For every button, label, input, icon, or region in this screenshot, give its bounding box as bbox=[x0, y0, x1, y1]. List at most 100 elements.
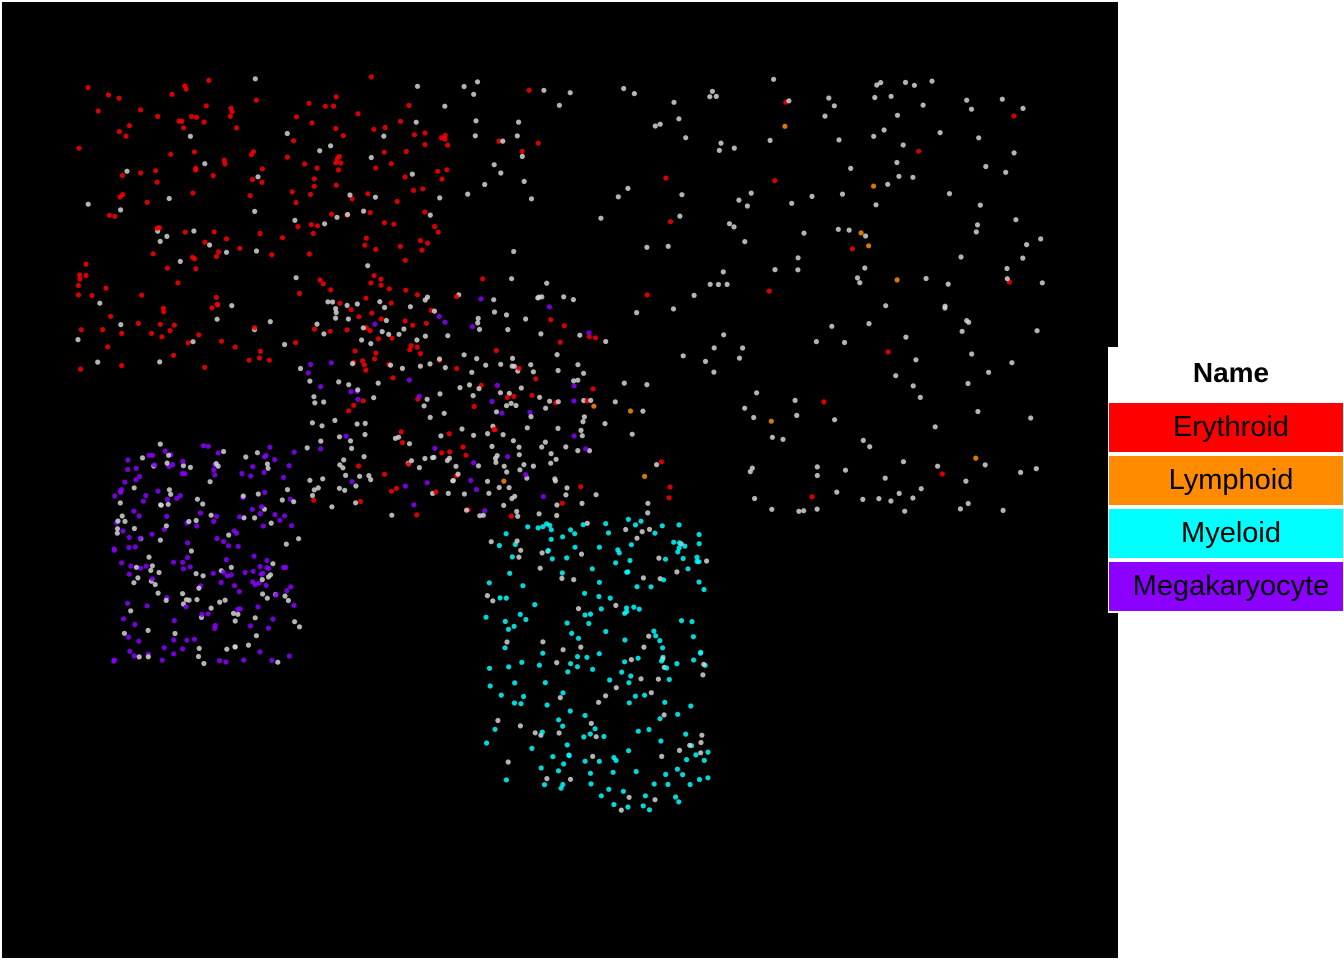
scatter-point bbox=[230, 610, 237, 617]
scatter-point bbox=[455, 471, 461, 477]
scatter-point bbox=[675, 549, 681, 555]
scatter-point bbox=[504, 639, 510, 645]
scatter-point bbox=[347, 438, 354, 444]
scatter-point bbox=[711, 345, 717, 351]
scatter-point bbox=[964, 318, 970, 324]
scatter-point bbox=[167, 328, 173, 334]
scatter-point bbox=[590, 666, 596, 672]
scatter-point bbox=[273, 592, 279, 598]
scatter-point bbox=[667, 484, 673, 490]
scatter-point bbox=[286, 463, 292, 469]
scatter-point bbox=[165, 501, 171, 507]
scatter-point bbox=[894, 112, 901, 118]
scatter-point bbox=[157, 321, 163, 327]
scatter-point bbox=[269, 657, 275, 664]
scatter-point bbox=[572, 531, 578, 537]
scatter-point bbox=[189, 113, 195, 120]
scatter-point bbox=[560, 781, 566, 788]
scatter-point bbox=[185, 540, 191, 546]
scatter-point bbox=[524, 425, 530, 431]
scatter-point bbox=[674, 661, 680, 667]
scatter-point bbox=[622, 659, 628, 665]
scatter-point bbox=[306, 100, 312, 106]
scatter-point bbox=[596, 699, 602, 705]
scatter-point bbox=[575, 362, 581, 368]
scatter-point bbox=[839, 191, 846, 197]
scatter-point bbox=[360, 358, 366, 364]
scatter-point bbox=[136, 513, 142, 519]
scatter-point bbox=[75, 282, 81, 289]
scatter-point bbox=[544, 280, 550, 286]
scatter-point bbox=[589, 566, 595, 572]
scatter-point bbox=[935, 463, 941, 469]
scatter-point bbox=[116, 129, 122, 135]
scatter-point bbox=[658, 738, 664, 744]
scatter-point bbox=[684, 757, 690, 763]
scatter-point bbox=[269, 252, 275, 258]
scatter-point bbox=[126, 544, 132, 551]
scatter-point bbox=[85, 84, 91, 91]
scatter-point bbox=[489, 443, 495, 449]
scatter-point bbox=[176, 118, 182, 124]
scatter-point bbox=[554, 660, 560, 666]
scatter-point bbox=[504, 394, 510, 400]
scatter-point bbox=[414, 292, 420, 298]
scatter-point bbox=[613, 685, 619, 691]
scatter-point bbox=[748, 190, 754, 196]
legend-label-erythroid: Erythroid bbox=[1172, 411, 1290, 443]
scatter-point bbox=[309, 120, 315, 126]
scatter-point bbox=[201, 660, 207, 667]
scatter-point bbox=[254, 450, 260, 456]
scatter-point bbox=[131, 485, 137, 491]
scatter-point bbox=[208, 605, 214, 611]
scatter-point bbox=[555, 768, 562, 774]
scatter-point bbox=[477, 513, 483, 519]
scatter-point bbox=[690, 634, 697, 640]
scatter-point bbox=[202, 161, 208, 167]
scatter-point bbox=[368, 74, 374, 80]
scatter-point bbox=[626, 680, 632, 686]
scatter-point bbox=[511, 623, 517, 629]
scatter-point bbox=[161, 309, 167, 315]
scatter-point bbox=[103, 285, 109, 291]
scatter-point bbox=[511, 393, 517, 399]
scatter-point bbox=[232, 344, 238, 350]
scatter-point bbox=[586, 620, 592, 627]
legend-key-megakaryocyte bbox=[1108, 561, 1344, 612]
scatter-point bbox=[402, 318, 408, 324]
scatter-point bbox=[666, 676, 672, 683]
scatter-point bbox=[740, 345, 746, 351]
scatter-point bbox=[1039, 280, 1045, 286]
scatter-point bbox=[702, 358, 709, 364]
scatter-point bbox=[644, 382, 650, 388]
scatter-point bbox=[223, 659, 229, 665]
scatter-point bbox=[120, 528, 126, 534]
scatter-point bbox=[264, 595, 270, 601]
scatter-point bbox=[616, 550, 622, 556]
scatter-point bbox=[768, 418, 774, 424]
legend-label-myeloid: Myeloid bbox=[1181, 517, 1281, 549]
scatter-point bbox=[340, 133, 346, 139]
scatter-point bbox=[560, 723, 566, 729]
scatter-point bbox=[148, 567, 154, 574]
scatter-point bbox=[401, 326, 407, 332]
scatter-point bbox=[236, 589, 242, 595]
scatter-point bbox=[123, 133, 129, 139]
scatter-point bbox=[257, 510, 263, 517]
scatter-point bbox=[131, 508, 137, 514]
scatter-point bbox=[580, 419, 586, 425]
scatter-point bbox=[571, 433, 577, 439]
scatter-point bbox=[180, 591, 186, 597]
scatter-point bbox=[516, 444, 522, 450]
scatter-point bbox=[97, 300, 103, 306]
scatter-point bbox=[885, 349, 891, 355]
scatter-point bbox=[965, 380, 971, 387]
scatter-point bbox=[136, 638, 142, 644]
scatter-point bbox=[588, 720, 594, 727]
scatter-point bbox=[372, 194, 378, 200]
scatter-point bbox=[361, 362, 367, 368]
scatter-point bbox=[406, 461, 412, 467]
scatter-point bbox=[422, 455, 428, 462]
scatter-point bbox=[512, 680, 518, 686]
scatter-point bbox=[95, 108, 101, 114]
